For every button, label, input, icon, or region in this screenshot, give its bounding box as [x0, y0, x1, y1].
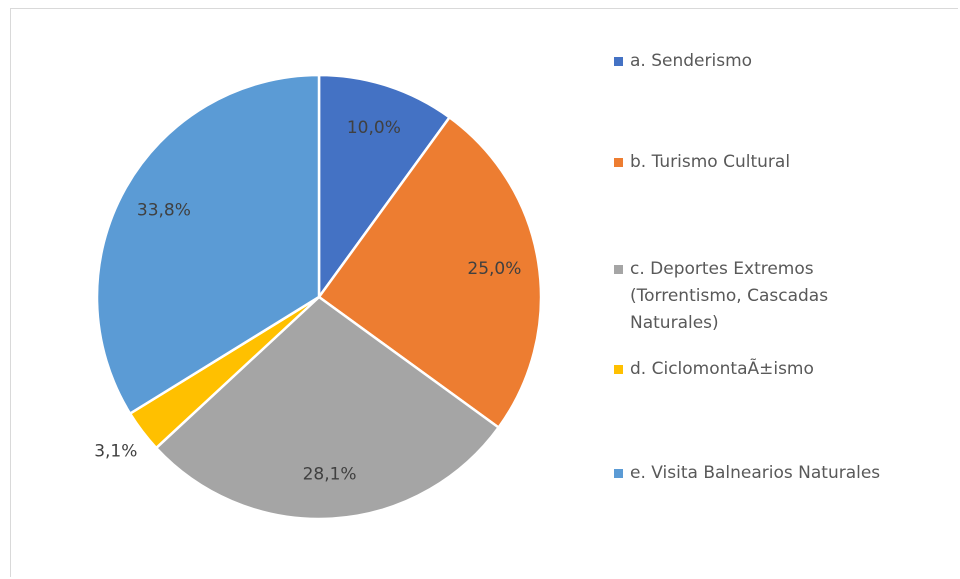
- legend-label: c. Deportes Extremos (Torrentismo, Casca…: [630, 259, 829, 333]
- legend-item: d. CiclomontaÃ±ismo: [614, 356, 954, 383]
- pie-slice: [317, 115, 543, 430]
- data-label: 10,0%: [347, 118, 401, 138]
- chart-frame: [10, 8, 958, 577]
- legend-swatch: [614, 469, 623, 478]
- legend-swatch: [614, 365, 623, 374]
- legend-item: e. Visita Balnearios Naturales: [614, 460, 954, 487]
- legend-label: e. Visita Balnearios Naturales: [630, 463, 881, 483]
- data-label: 25,0%: [467, 259, 521, 279]
- legend-swatch: [614, 158, 623, 167]
- legend-item: a. Senderismo: [614, 48, 954, 75]
- legend-swatch: [614, 265, 623, 274]
- legend-label: b. Turismo Cultural: [630, 152, 791, 172]
- data-label: 3,1%: [94, 442, 137, 462]
- pie-slice: [317, 73, 452, 301]
- pie-slice: [95, 73, 321, 416]
- data-label: 28,1%: [303, 464, 357, 484]
- legend-item: b. Turismo Cultural: [614, 149, 954, 176]
- legend-item: c. Deportes Extremos (Torrentismo, Casca…: [614, 256, 954, 337]
- data-label: 33,8%: [137, 200, 191, 220]
- legend-label: a. Senderismo: [630, 51, 753, 71]
- legend-swatch: [614, 57, 623, 66]
- legend-label: d. CiclomontaÃ±ismo: [630, 359, 814, 379]
- pie-slice: [154, 295, 501, 521]
